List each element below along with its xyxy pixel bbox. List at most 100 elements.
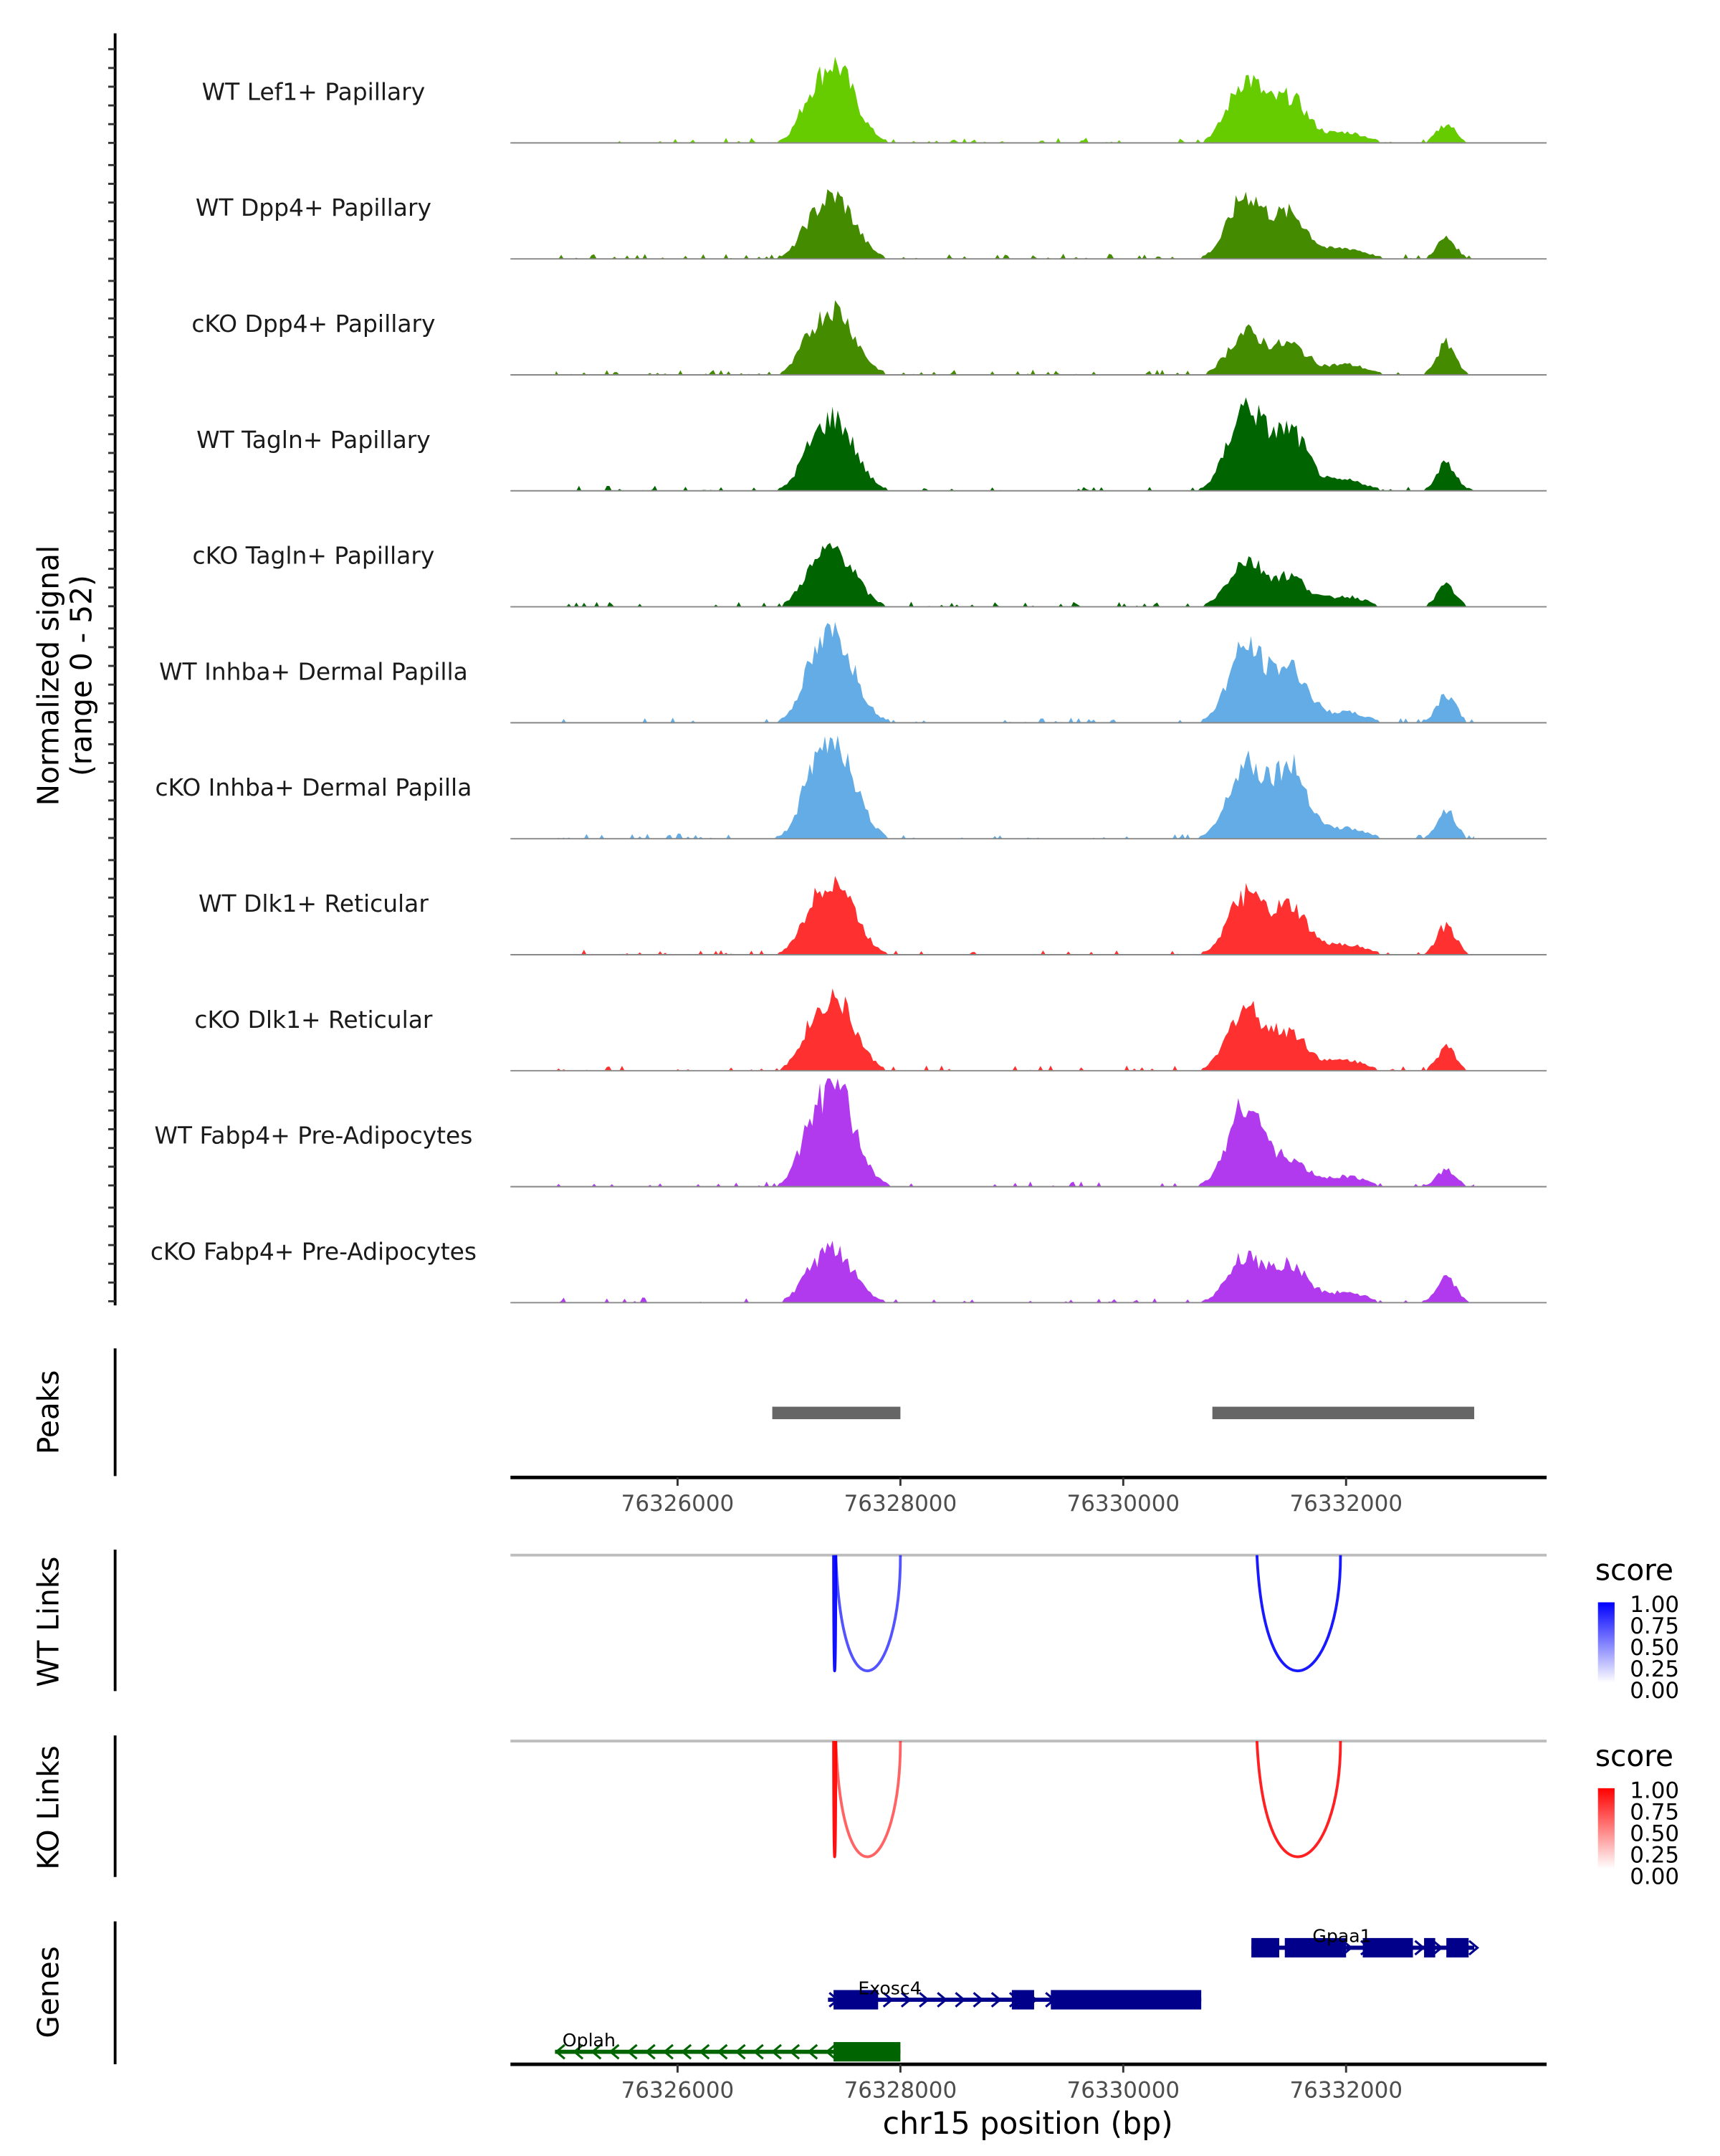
link-arc [1255,1740,1342,1859]
links-track-1: KO Links score 1.000.750.500.250.00 [31,1735,1679,1889]
gene-name: Exosc4 [858,1978,921,1998]
strand-arrow [1414,1940,1425,1956]
strand-arrow [591,2043,602,2060]
track-4: cKO Tagln+ Papillary [193,542,1547,608]
track-label: WT Dpp4+ Papillary [196,194,431,221]
track-label: WT Inhba+ Dermal Papilla [159,657,468,685]
signal-area [555,543,1475,607]
legend-tick-label: 0.25 [1630,1842,1679,1868]
links-label: WT Links [31,1556,65,1687]
legend-tick-label: 1.00 [1630,1778,1679,1803]
track-5: WT Inhba+ Dermal Papilla [159,621,1547,724]
legend-tick-label: 0.50 [1630,1821,1679,1846]
peaks-x-tick-label: 76330000 [1067,1491,1180,1517]
gene-exon [1284,1937,1347,1957]
link-arc [832,1741,838,1859]
strand-arrow [573,2043,584,2060]
gene-name: Gpaa1 [1312,1926,1371,1947]
track-0: WT Lef1+ Papillary [202,56,1547,144]
strand-arrow [770,2043,782,2060]
strand-arrow [789,2043,801,2060]
legend-colorbar [1597,1602,1615,1683]
peaks-label: Peaks [31,1370,65,1455]
gene-exon [1011,1990,1034,2010]
legend-tick-label: 0.25 [1630,1656,1679,1682]
track-3: WT Tagln+ Papillary [196,397,1547,492]
legend-title: score [1595,1739,1673,1773]
strand-arrow [662,2043,674,2060]
legend-tick-label: 0.75 [1630,1799,1679,1825]
legend-tick-label: 0.50 [1630,1635,1679,1661]
signal-area [555,735,1475,839]
peak-region [1212,1406,1475,1420]
track-8: cKO Dlk1+ Reticular [194,988,1547,1072]
signal-area [555,1241,1475,1303]
signal-area [555,1078,1475,1187]
link-arc [832,1555,838,1672]
gene-Gpaa1: Gpaa1 [1251,1926,1480,1957]
strand-arrow [752,2043,764,2060]
genes-label: Genes [31,1946,65,2038]
track-2: cKO Dpp4+ Papillary [191,300,1547,376]
track-10: cKO Fabp4+ Pre-Adipocytes [150,1237,1547,1304]
strand-arrow [882,1992,894,2008]
track-7: WT Dlk1+ Reticular [199,876,1547,955]
y-axis-label-line1: Normalized signal [31,545,65,806]
peaks-x-tick-label: 76326000 [621,1491,735,1517]
gene-exon [833,1990,879,2010]
strand-arrow [717,2043,728,2060]
track-label: cKO Fabp4+ Pre-Adipocytes [150,1237,477,1265]
strand-arrow [955,1992,966,2008]
signal-area [555,988,1475,1071]
signal-area [555,300,1475,375]
strand-arrow [825,2043,836,2060]
gene-exon [833,2042,901,2062]
track-label: cKO Dpp4+ Papillary [191,310,435,338]
strand-arrow [973,1992,984,2008]
strand-arrow [1468,1940,1480,1956]
strand-arrow [554,2043,565,2060]
gene-exon [1051,1990,1202,2010]
genes-x-tick-label: 76328000 [844,2077,957,2103]
genes-x-tick-label: 76332000 [1289,2077,1403,2103]
track-label: WT Fabp4+ Pre-Adipocytes [154,1122,472,1150]
peaks-x-tick-label: 76328000 [844,1491,957,1517]
legend-tick-label: 0.00 [1630,1864,1679,1889]
legend-tick-label: 0.00 [1630,1678,1679,1704]
strand-arrow [626,2043,638,2060]
legend-title: score [1595,1553,1673,1588]
y-axis-label-line2: (range 0 - 52) [64,575,99,776]
links-track-0: WT Links score 1.000.750.500.250.00 [31,1549,1679,1704]
gene-name: Oplah [563,2030,616,2051]
strand-arrow [919,1992,930,2008]
genes-x-tick-label: 76330000 [1067,2077,1180,2103]
track-label: cKO Tagln+ Papillary [193,542,435,570]
track-label: WT Tagln+ Papillary [196,426,431,454]
gene-exon [1362,1937,1413,1957]
strand-arrow [681,2043,692,2060]
track-label: WT Dlk1+ Reticular [199,889,429,917]
peaks-x-tick-label: 76332000 [1289,1491,1403,1517]
link-arc [834,1555,902,1673]
strand-arrow [1432,1940,1443,1956]
links-label: KO Links [31,1745,65,1870]
link-arc [1255,1555,1342,1673]
gene-exon [1424,1937,1435,1957]
signal-area [555,621,1475,723]
strand-arrow [699,2043,710,2060]
signal-area [555,56,1475,143]
track-1: WT Dpp4+ Papillary [196,189,1547,260]
strand-arrow [644,2043,656,2060]
legend-colorbar [1597,1788,1615,1869]
strand-arrow [990,1992,1002,2008]
link-arc [834,1740,902,1859]
peak-region [772,1406,901,1420]
gene-Exosc4: Exosc4 [828,1978,1202,2010]
strand-arrow [608,2043,620,2060]
strand-arrow [807,2043,818,2060]
track-label: WT Lef1+ Papillary [202,77,426,105]
track-label: cKO Dlk1+ Reticular [194,1006,433,1034]
signal-y-axis [108,33,117,1306]
